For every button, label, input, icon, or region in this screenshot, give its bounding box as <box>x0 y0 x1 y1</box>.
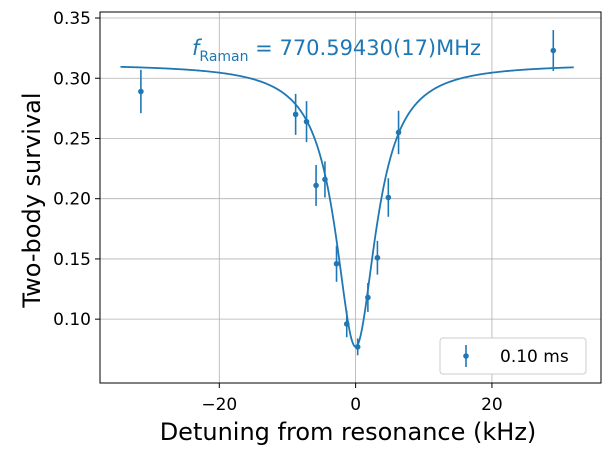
data-point <box>365 294 371 301</box>
data-point <box>292 111 299 118</box>
x-axis-label: Detuning from resonance (kHz) <box>160 418 537 446</box>
y-axis-label: Two-body survival <box>18 92 46 308</box>
fit-curve <box>120 65 574 348</box>
y-tick-label: 0.35 <box>53 9 91 29</box>
annotation-value: 770.59430(17)MHz <box>279 36 481 60</box>
plot-frame <box>99 11 602 384</box>
data-point <box>313 182 319 189</box>
y-tick-label: 0.20 <box>53 190 91 210</box>
annotation-subscript: Raman <box>199 49 248 65</box>
y-tick-label: 0.15 <box>53 250 91 270</box>
data-point <box>343 321 350 327</box>
data-point <box>395 129 402 136</box>
data-point <box>303 118 310 125</box>
x-tick-label: 0 <box>350 395 361 415</box>
ticks: −20 0 20 0.10 0.15 0.20 0.25 0.30 0.35 <box>53 9 503 415</box>
annotation-equals: = <box>249 36 280 60</box>
data-point <box>354 344 361 350</box>
legend-box <box>439 337 587 375</box>
legend-marker <box>463 353 469 359</box>
annotation-symbol: f <box>192 36 203 60</box>
data-point <box>138 88 144 95</box>
grid <box>100 12 601 383</box>
data-point <box>333 260 340 267</box>
legend-label: 0.10 ms <box>500 347 569 367</box>
annotation-frequency: fRaman = 770.59430(17)MHz <box>192 36 481 65</box>
data-point <box>322 176 328 183</box>
data-layer <box>138 30 557 356</box>
data-point <box>385 194 392 201</box>
fit-layer <box>120 65 574 348</box>
y-tick-label: 0.25 <box>53 129 91 149</box>
y-tick-label: 0.30 <box>53 69 91 89</box>
y-tick-label: 0.10 <box>53 310 91 330</box>
x-tick-label: 20 <box>481 395 503 415</box>
legend: 0.10 ms <box>439 337 587 375</box>
x-tick-label: −20 <box>201 395 237 415</box>
data-point <box>550 47 557 54</box>
data-point <box>374 254 381 261</box>
